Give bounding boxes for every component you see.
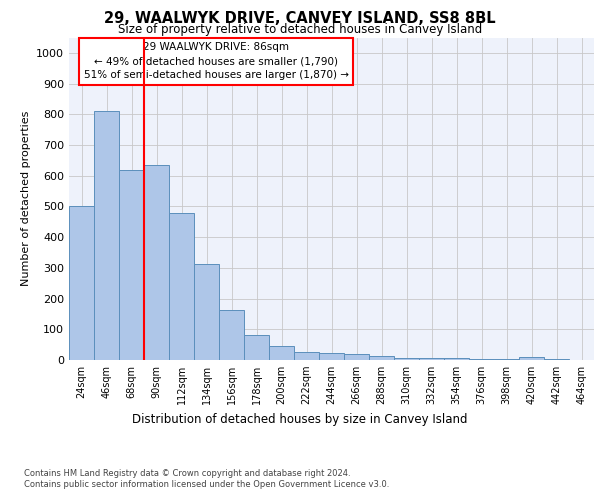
Text: Distribution of detached houses by size in Canvey Island: Distribution of detached houses by size … bbox=[132, 412, 468, 426]
Bar bbox=[94, 111, 119, 360]
Text: 29, WAALWYK DRIVE, CANVEY ISLAND, SS8 8BL: 29, WAALWYK DRIVE, CANVEY ISLAND, SS8 8B… bbox=[104, 11, 496, 26]
Bar bbox=[69, 206, 94, 360]
Bar bbox=[119, 170, 144, 360]
Bar bbox=[144, 165, 169, 360]
Bar bbox=[344, 354, 369, 360]
Bar bbox=[194, 264, 219, 360]
Y-axis label: Number of detached properties: Number of detached properties bbox=[20, 111, 31, 286]
Bar bbox=[169, 212, 194, 360]
Bar bbox=[469, 359, 494, 360]
Bar bbox=[219, 310, 244, 360]
Bar bbox=[369, 356, 394, 360]
Bar bbox=[244, 335, 269, 360]
Text: Contains public sector information licensed under the Open Government Licence v3: Contains public sector information licen… bbox=[24, 480, 389, 489]
Text: 29 WAALWYK DRIVE: 86sqm
← 49% of detached houses are smaller (1,790)
51% of semi: 29 WAALWYK DRIVE: 86sqm ← 49% of detache… bbox=[83, 42, 349, 80]
Bar bbox=[394, 358, 419, 360]
Bar bbox=[444, 358, 469, 360]
Bar bbox=[319, 353, 344, 360]
Bar bbox=[419, 358, 444, 360]
Text: Contains HM Land Registry data © Crown copyright and database right 2024.: Contains HM Land Registry data © Crown c… bbox=[24, 469, 350, 478]
Bar bbox=[294, 352, 319, 360]
Bar bbox=[269, 346, 294, 360]
Text: Size of property relative to detached houses in Canvey Island: Size of property relative to detached ho… bbox=[118, 22, 482, 36]
Bar bbox=[519, 357, 544, 360]
